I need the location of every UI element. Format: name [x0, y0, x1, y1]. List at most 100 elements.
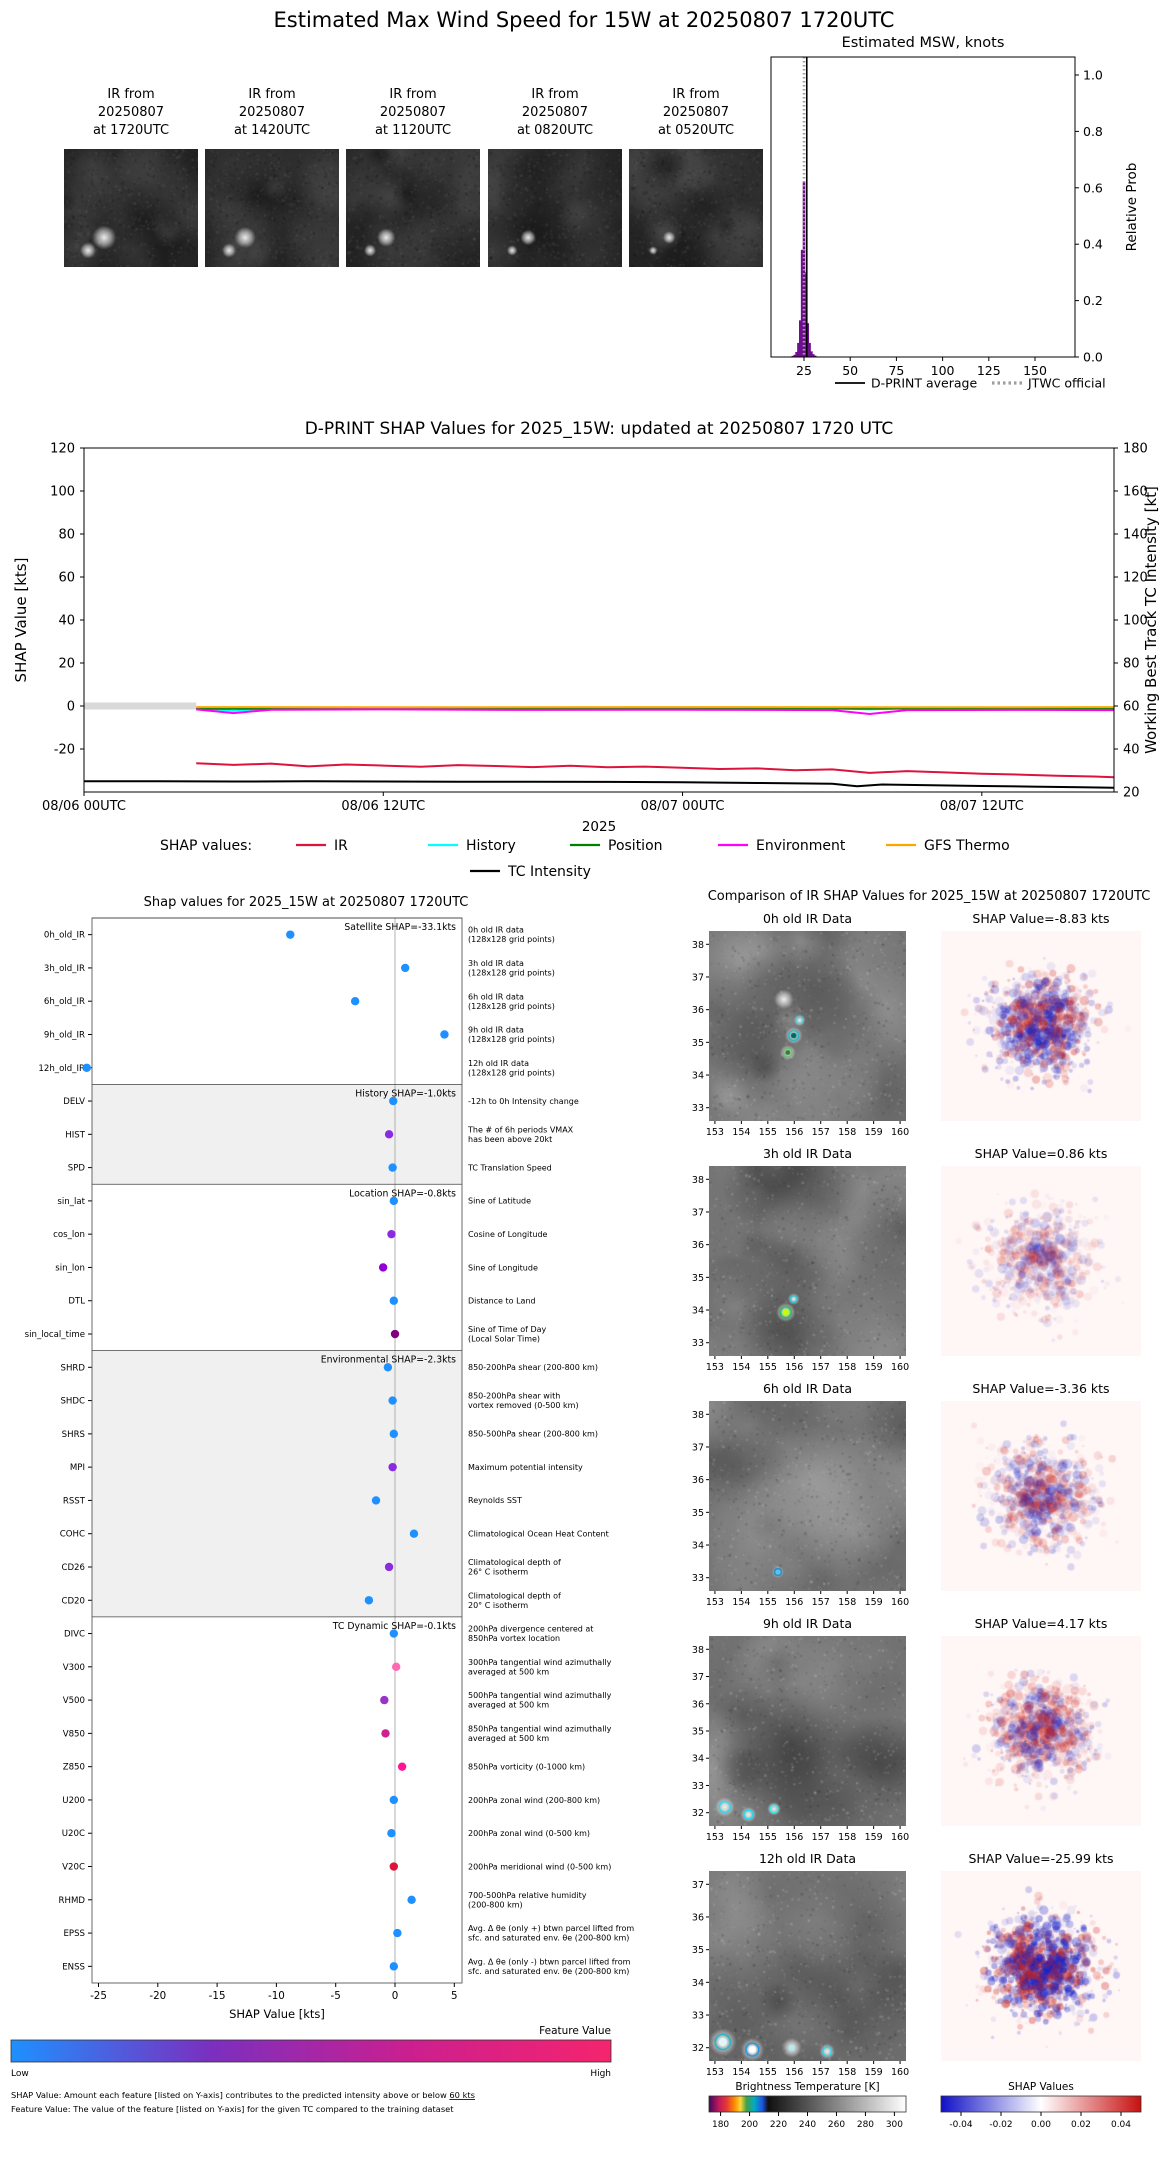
ir-thumbnail-caption: IR from 20250807 at 1720UTC — [64, 86, 198, 140]
comparison-shap-image — [941, 1871, 1141, 2061]
feature-label: 0h_old_IR — [44, 931, 85, 941]
lat-tick-label: 34 — [692, 1541, 704, 1552]
ir-row-title: 3h old IR Data — [763, 1146, 852, 1161]
shap-dot-12h_old_IR — [82, 1063, 91, 1072]
feature-label: Z850 — [63, 1763, 85, 1773]
group-header: TC Dynamic SHAP=-0.1kts — [332, 1621, 456, 1632]
feature-desc: has been above 20kt — [468, 1135, 552, 1144]
series-environment — [196, 708, 1115, 715]
lat-tick-label: 38 — [692, 1410, 704, 1421]
histogram-bar — [791, 355, 795, 357]
colorbar-tick-label: 300 — [886, 2120, 903, 2130]
shap-dot-U200 — [389, 1795, 399, 1805]
shap-dot-6h_old_IR — [350, 997, 360, 1006]
lon-tick-label: 160 — [891, 2067, 909, 2078]
lon-tick-label: 155 — [759, 1362, 777, 1373]
lat-tick-label: 35 — [692, 1945, 704, 1956]
feature-desc: 20° C isotherm — [468, 1601, 528, 1610]
lon-tick-label: 155 — [759, 1127, 777, 1138]
shap-dot-3h_old_IR — [400, 963, 410, 973]
histogram-bar — [799, 320, 802, 357]
ir-thumbnail-caption-line: IR from — [389, 87, 437, 102]
group-header: Satellite SHAP=-33.1kts — [344, 922, 456, 933]
ir-thumbnail-caption-line: at 0820UTC — [516, 123, 594, 138]
lat-tick-label: 34 — [692, 1306, 704, 1317]
ir-row-title: 12h old IR Data — [759, 1851, 856, 1866]
shap-dot-V300 — [391, 1662, 401, 1672]
comparison-ir-image — [709, 1166, 906, 1356]
group-shading — [92, 1084, 462, 1185]
feature-desc: 300hPa tangential wind azimuthally — [468, 1658, 612, 1667]
y-tick-label-right: 100 — [1123, 614, 1148, 629]
y-tick-label: 0.4 — [1083, 237, 1103, 252]
ir-thumbnail-image — [346, 149, 480, 267]
legend-label-environment: Environment — [756, 838, 846, 854]
feature-desc: Sine of Latitude — [468, 1197, 531, 1206]
shap-dot-0h_old_IR — [286, 930, 295, 939]
figure-title: Estimated Max Wind Speed for 15W at 2025… — [273, 8, 895, 32]
y-tick-label-right: 60 — [1123, 700, 1140, 715]
feature-desc: 850hPa vorticity (0-1000 km) — [468, 1762, 585, 1771]
shap-dot-SPD — [388, 1163, 397, 1172]
feature-label: 6h_old_IR — [44, 997, 85, 1007]
lat-tick-label: 33 — [692, 1573, 704, 1584]
lon-tick-label: 153 — [706, 1362, 724, 1373]
lat-tick-label: 37 — [692, 1207, 704, 1218]
lon-tick-label: 156 — [785, 1832, 803, 1843]
colorbar-tick-label: -0.04 — [949, 2120, 973, 2130]
ir-thumbnail-caption: IR from 20250807 at 0820UTC — [488, 86, 622, 140]
x-tick-label: -15 — [209, 1990, 226, 2002]
feature-desc: -12h to 0h Intensity change — [468, 1097, 579, 1106]
timeseries-ylabel-right: Working Best Track TC Intensity [kt] — [1142, 486, 1160, 754]
y-tick-label-left: 80 — [58, 528, 75, 543]
lon-tick-label: 157 — [812, 1127, 830, 1138]
x-tick-label: 08/07 12UTC — [940, 799, 1024, 814]
x-tick-label: 50 — [842, 363, 858, 378]
legend-title: SHAP values: — [160, 838, 252, 854]
ir-thumbnail-image — [488, 149, 622, 267]
shap-dot-CD26 — [384, 1562, 394, 1572]
lat-tick-label: 33 — [692, 1338, 704, 1349]
feature-desc: Sine of Time of Day — [468, 1325, 547, 1334]
shap-dot-CD20 — [364, 1596, 374, 1605]
ir-thumbnail-caption-line: IR from — [672, 87, 720, 102]
y-tick-label-left: 20 — [58, 657, 75, 672]
feature-desc: sfc. and saturated env. θe (200-800 km) — [468, 1967, 629, 1976]
shap-dot-V500 — [380, 1695, 389, 1705]
feature-desc: (128x128 grid points) — [468, 1035, 555, 1044]
feature-desc: (200-800 km) — [468, 1900, 523, 1909]
footnote-shap: SHAP Value: Amount each feature [listed … — [11, 2090, 475, 2100]
ir-thumbnail-caption-line: at 0520UTC — [657, 123, 735, 138]
feature-desc: (Local Solar Time) — [468, 1335, 540, 1344]
feature-label: HIST — [65, 1130, 85, 1140]
lat-tick-label: 33 — [692, 1103, 704, 1114]
shap-dot-EPSS — [393, 1928, 402, 1938]
histogram-ylabel: Relative Prob — [1124, 163, 1140, 252]
feature-label: U200 — [62, 1796, 85, 1806]
lat-tick-label: 34 — [692, 1071, 704, 1082]
histogram-bar — [795, 351, 798, 357]
shap-dot-sin_lon — [378, 1263, 388, 1272]
x-tick-label: -25 — [90, 1990, 107, 2002]
shap-dot-V850 — [381, 1729, 390, 1738]
y-tick-label: 0.2 — [1083, 293, 1103, 308]
feature-label: CD26 — [61, 1563, 85, 1573]
colorbar-low-label: Low — [11, 2069, 29, 2079]
lon-tick-label: 159 — [865, 1127, 883, 1138]
feature-desc: 26° C isotherm — [468, 1568, 528, 1577]
y-tick-label-left: 0 — [67, 700, 75, 715]
y-tick-label-left: 40 — [58, 614, 75, 629]
colorbar-tick-label: 180 — [712, 2120, 729, 2130]
ir-thumbnail-caption-line: 20250807 — [521, 105, 589, 120]
shap-row-title: SHAP Value=-8.83 kts — [972, 911, 1109, 926]
lon-tick-label: 154 — [732, 2067, 750, 2078]
lat-tick-label: 36 — [692, 1005, 704, 1016]
legend-label-gfs-thermo: GFS Thermo — [924, 838, 1010, 854]
colorbar-tick-label: 0.02 — [1071, 2120, 1091, 2130]
comparison-ir-image — [709, 1636, 906, 1826]
feature-label: COHC — [60, 1530, 85, 1540]
lon-tick-label: 155 — [759, 1597, 777, 1608]
ir-thumbnail-3: IR from 20250807 at 0820UTC — [488, 86, 622, 268]
comparison-shap-image — [941, 1401, 1141, 1591]
